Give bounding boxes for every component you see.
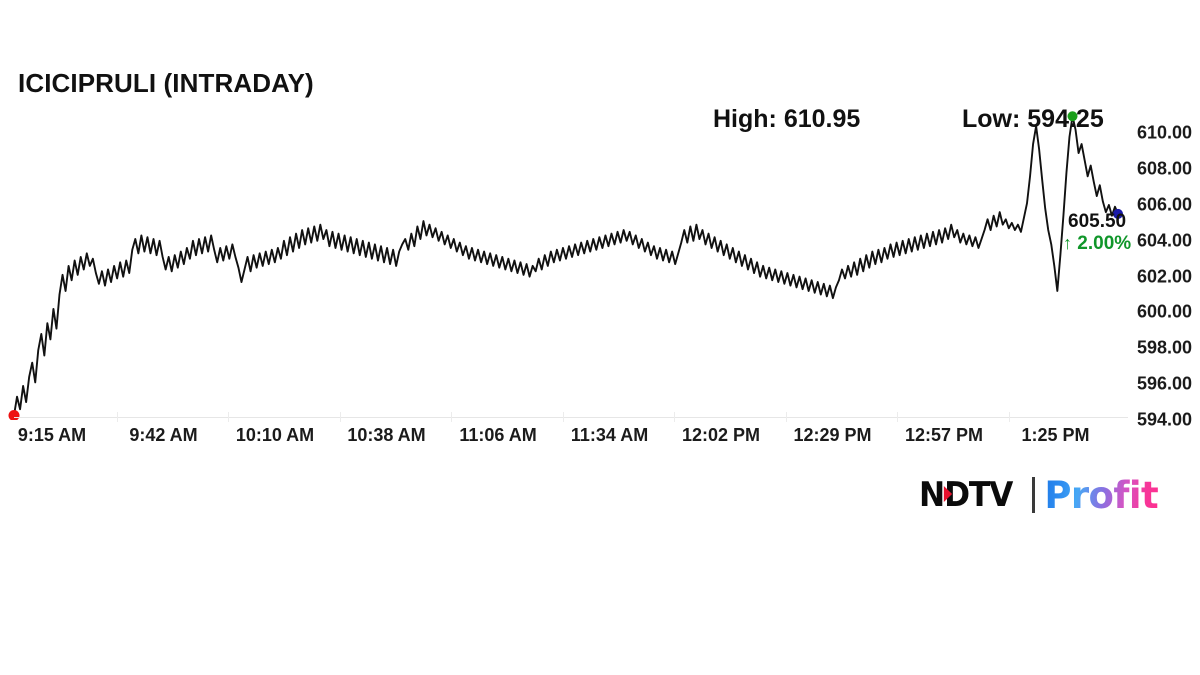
- x-axis-tick-label: 12:57 PM: [904, 425, 984, 445]
- x-axis-tick: [339, 412, 341, 422]
- x-axis-tick: [897, 412, 898, 422]
- y-axis-tick-label: 608.00: [1137, 158, 1193, 179]
- x-axis-tick-label: 12:02 PM: [681, 425, 761, 445]
- chart-plot-area: [0, 110, 1130, 420]
- session-high-marker-dot: [1067, 111, 1078, 122]
- last-price-value: 605.50: [1068, 211, 1127, 232]
- x-axis-tick: [228, 412, 229, 422]
- x-axis-tick-label: 9:42 AM: [129, 425, 198, 445]
- x-axis-tick-label: 10:10 AM: [235, 425, 315, 445]
- x-axis-line: [14, 417, 1128, 418]
- high-price-label: High: 610.95: [713, 105, 861, 133]
- profit-wordmark: Profit: [1044, 473, 1159, 517]
- y-axis-tick-label: 606.00: [1137, 194, 1193, 215]
- last-price-change: ↑ 2.00%: [1063, 232, 1131, 255]
- x-axis-tick: [116, 412, 118, 422]
- logo-divider: [1032, 477, 1036, 513]
- x-axis-tick: [451, 412, 452, 422]
- x-axis-tick: [1008, 412, 1010, 422]
- x-axis-tick-label: 10:38 AM: [347, 425, 426, 445]
- x-axis-tick-label: 12:29 PM: [793, 425, 872, 445]
- x-axis-tick: [562, 412, 564, 422]
- price-line: [13, 115, 1119, 417]
- ndtv-accent-triangle-icon: [943, 486, 953, 502]
- ndtv-profit-logo: NDTV Profit: [919, 473, 1159, 517]
- low-price-label: Low: 594.25: [962, 105, 1104, 133]
- y-axis-tick-label: 610.00: [1137, 122, 1193, 143]
- y-axis-tick-label: 594.00: [1137, 409, 1193, 430]
- arrow-up-icon: ↑: [1063, 233, 1072, 253]
- change-percent-text: 2.00%: [1077, 233, 1132, 254]
- page-title: ICICIPRULI (INTRADAY): [18, 68, 314, 98]
- x-axis-tick-label: 11:06 AM: [459, 425, 537, 445]
- x-axis-tick-label: 1:25 PM: [1021, 425, 1090, 445]
- x-axis-tick-label: 11:34 AM: [570, 425, 649, 445]
- ndtv-wordmark: NDTV: [919, 475, 1013, 515]
- y-axis-tick-label: 598.00: [1137, 337, 1193, 358]
- y-axis-tick-label: 600.00: [1137, 301, 1193, 322]
- x-axis-tick-label: 9:15 AM: [17, 425, 87, 445]
- y-axis-tick-label: 604.00: [1137, 230, 1193, 251]
- last-price-callout: 605.50 ↑ 2.00%: [1063, 212, 1131, 255]
- x-axis-tick: [785, 412, 787, 422]
- y-axis-tick-label: 596.00: [1137, 373, 1193, 394]
- ndtv-wordmark-text: NDTV: [919, 475, 1013, 515]
- x-axis-tick: [674, 412, 675, 422]
- price-line-chart: [8, 111, 1123, 420]
- last-price-marker-dot: [1113, 208, 1123, 219]
- session-open-marker-dot: [8, 410, 20, 420]
- y-axis-tick-label: 602.00: [1137, 266, 1193, 287]
